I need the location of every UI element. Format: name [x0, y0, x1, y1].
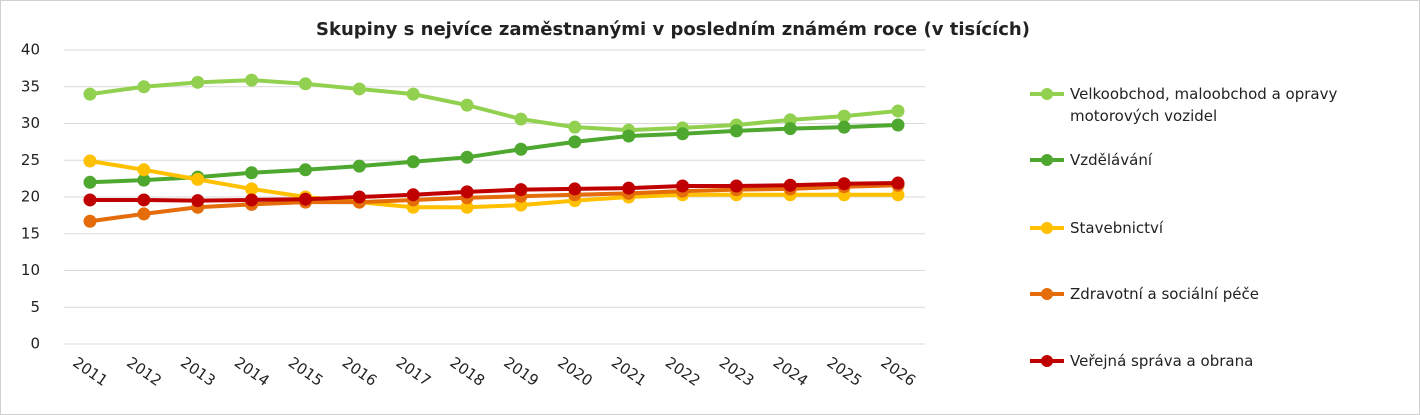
series-marker: [837, 109, 851, 123]
series-marker: [83, 193, 97, 207]
series-marker: [622, 129, 636, 143]
series-marker: [191, 194, 205, 208]
y-tick-label: 35: [21, 77, 40, 95]
series-marker: [83, 214, 97, 228]
legend-label: Veřejná správa a obrana: [1070, 352, 1254, 370]
series-marker: [137, 193, 151, 207]
series-marker: [460, 98, 474, 112]
series-marker: [352, 82, 366, 96]
series-marker: [837, 120, 851, 134]
series-marker: [622, 181, 636, 195]
series-marker: [568, 135, 582, 149]
series-marker: [514, 142, 528, 156]
series-marker: [406, 188, 420, 202]
series-marker: [783, 178, 797, 192]
legend-marker: [1041, 154, 1053, 166]
series-marker: [83, 87, 97, 101]
series-line: [89, 183, 899, 224]
legend-marker: [1041, 222, 1053, 234]
series-marker: [406, 87, 420, 101]
series-marker: [83, 154, 97, 168]
series-marker: [245, 193, 259, 207]
legend-label: Stavebnictví: [1070, 219, 1164, 237]
series-marker: [676, 179, 690, 193]
y-tick-label: 10: [21, 261, 40, 279]
series-marker: [783, 122, 797, 136]
chart-title: Skupiny s nejvíce zaměstnanými v posledn…: [316, 19, 1030, 40]
y-tick-label: 15: [21, 224, 40, 242]
series-marker: [298, 163, 312, 177]
series-marker: [729, 179, 743, 193]
series-marker: [352, 190, 366, 204]
legend-label: Velkoobchod, maloobchod a opravy motorov…: [1070, 85, 1338, 125]
series-line: [90, 181, 899, 203]
y-tick-label: 25: [21, 151, 40, 169]
series-marker: [460, 185, 474, 199]
series-marker: [460, 150, 474, 164]
series-line: [89, 78, 899, 133]
series-marker: [137, 163, 151, 177]
series-marker: [298, 192, 312, 206]
series-marker: [729, 124, 743, 138]
series-marker: [514, 112, 528, 126]
series-marker: [406, 155, 420, 169]
series-line: [89, 122, 899, 185]
series-marker: [352, 159, 366, 173]
series-marker: [245, 182, 259, 196]
series-marker: [83, 175, 97, 189]
series-marker: [137, 80, 151, 94]
legend-label: Zdravotní a sociální péče: [1070, 285, 1259, 303]
series-marker: [891, 104, 905, 118]
series-marker: [245, 166, 259, 180]
y-tick-label: 40: [21, 41, 40, 59]
series-line: [89, 159, 898, 210]
series-marker: [298, 77, 312, 91]
series-marker: [514, 183, 528, 197]
legend-marker: [1041, 88, 1053, 100]
series-marker: [191, 75, 205, 89]
series-marker: [837, 177, 851, 191]
legend-marker: [1041, 355, 1053, 367]
series-marker: [568, 120, 582, 134]
series-marker: [137, 207, 151, 221]
legend-label: Vzdělávání: [1070, 151, 1152, 169]
y-tick-label: 0: [30, 335, 40, 353]
series-marker: [891, 176, 905, 190]
y-tick-label: 5: [30, 298, 40, 316]
series-marker: [568, 182, 582, 196]
series-marker: [191, 172, 205, 186]
series-marker: [676, 127, 690, 141]
series-marker: [891, 118, 905, 132]
y-tick-label: 30: [21, 114, 40, 132]
y-tick-label: 20: [21, 188, 40, 206]
legend-marker: [1041, 288, 1053, 300]
series-marker: [245, 73, 259, 87]
